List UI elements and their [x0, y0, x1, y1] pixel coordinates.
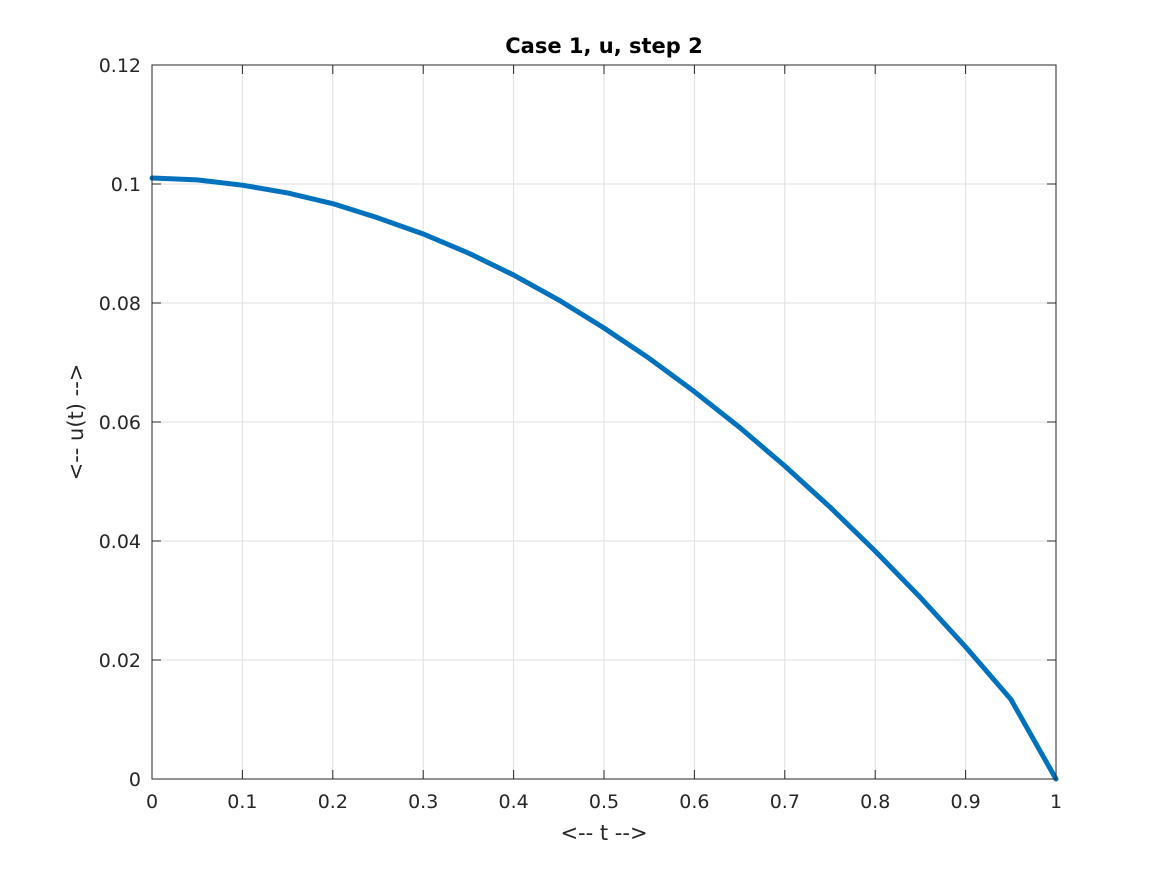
y-axis-label: <-- u(t) -->: [64, 364, 88, 481]
x-tick-label: 0.7: [770, 791, 800, 813]
grid: [152, 65, 1056, 779]
chart-title: Case 1, u, step 2: [505, 34, 703, 58]
y-tick-label: 0.06: [99, 412, 141, 434]
y-tick-label: 0.1: [111, 174, 141, 196]
x-tick-label: 0.5: [589, 791, 619, 813]
series-layer: [149, 175, 1059, 782]
x-tick-label: 0.1: [227, 791, 257, 813]
x-tick-label: 0.6: [679, 791, 709, 813]
x-tick-label: 0.4: [498, 791, 528, 813]
x-tick-label: 0.9: [950, 791, 980, 813]
x-tick-label: 0.8: [860, 791, 890, 813]
x-axis-label: <-- t -->: [560, 821, 647, 845]
series-line-u: [149, 175, 1059, 782]
x-tick-label: 0.2: [318, 791, 348, 813]
y-tick-label: 0.08: [99, 293, 141, 315]
x-tick-label: 1: [1050, 791, 1062, 813]
x-tick-label: 0.3: [408, 791, 438, 813]
y-tick-label: 0: [129, 769, 141, 791]
y-tick-label: 0.12: [99, 55, 141, 77]
x-tick-label: 0: [146, 791, 158, 813]
ticks: 0 0.1 0.2 0.3 0.4 0.5 0.6 0.7 0.8 0.9 1 0 0.02 0.04 0.…: [99, 55, 1062, 813]
y-tick-label: 0.02: [99, 650, 141, 672]
y-tick-label: 0.04: [99, 531, 141, 553]
